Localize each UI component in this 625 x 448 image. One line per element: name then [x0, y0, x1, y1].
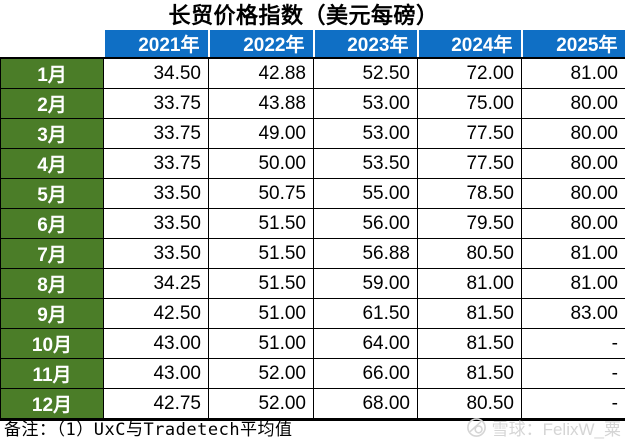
value-cell: 81.50: [417, 358, 522, 389]
table-row: 5月 33.50 50.75 55.00 78.50 80.00: [0, 178, 625, 209]
month-cell: 2月: [0, 88, 104, 119]
value-cell: 53.00: [313, 88, 418, 119]
value-cell: 68.00: [313, 388, 418, 421]
table-row: 3月 33.75 49.00 53.00 77.50 80.00: [0, 118, 625, 149]
month-cell: 4月: [0, 148, 104, 179]
value-cell: 79.50: [417, 208, 522, 239]
xueqiu-snowball-icon: [466, 417, 486, 437]
value-cell: -: [521, 358, 625, 389]
value-cell: 81.00: [417, 268, 522, 299]
table-row: 11月 43.00 52.00 66.00 81.50-: [0, 358, 625, 389]
month-cell: 10月: [0, 328, 104, 359]
value-cell: 51.00: [208, 328, 314, 359]
page-title: 长贸价格指数（美元每磅）: [168, 3, 439, 28]
value-cell: 51.50: [208, 238, 314, 269]
table-body: 1月 34.50 42.88 52.50 72.00 81.00 2月 33.75 43.88 5…: [0, 57, 625, 421]
footer: 备注：（1）UxC与Tradetech平均值 雪球：FelixW_粟: [0, 408, 625, 446]
value-cell: 77.50: [417, 118, 522, 149]
value-cell: 34.50: [103, 57, 209, 89]
value-cell: 80.00: [521, 208, 625, 239]
value-cell: 80.00: [521, 148, 625, 179]
value-cell: 50.00: [208, 148, 314, 179]
value-cell: 80.50: [417, 238, 522, 269]
value-cell: 61.50: [313, 298, 418, 329]
table-row: 1月 34.50 42.88 52.50 72.00 81.00: [0, 57, 625, 89]
value-cell: 42.88: [208, 57, 314, 89]
month-cell: 11月: [0, 358, 104, 389]
year-header-cell: 2024年: [416, 30, 522, 59]
table-row: 10月 43.00 51.00 64.00 81.50-: [0, 328, 625, 359]
value-cell: 43.88: [208, 88, 314, 119]
value-cell: 56.00: [313, 208, 418, 239]
value-cell: 80.00: [521, 118, 625, 149]
value-cell: 55.00: [313, 178, 418, 209]
value-cell: 64.00: [313, 328, 418, 359]
value-cell: -: [521, 388, 625, 421]
corner-cell: [0, 30, 104, 59]
month-cell: 5月: [0, 178, 104, 209]
value-cell: 83.00: [521, 298, 625, 329]
year-header-row: 2021年 2022年 2023年 2024年 2025年: [0, 30, 625, 59]
value-cell: 33.50: [103, 178, 209, 209]
value-cell: 81.50: [417, 328, 522, 359]
price-table: 2021年 2022年 2023年 2024年 2025年 1月 34.50 42.88 52…: [0, 30, 625, 421]
value-cell: 75.00: [417, 88, 522, 119]
table-row: 9月 42.50 51.00 61.50 81.50 83.00: [0, 298, 625, 329]
value-cell: 66.00: [313, 358, 418, 389]
value-cell: 33.75: [103, 148, 209, 179]
year-header-cell: 2021年: [102, 30, 209, 59]
month-cell: 12月: [0, 388, 104, 421]
year-header-cell: 2022年: [207, 30, 314, 59]
value-cell: 52.00: [208, 388, 314, 421]
value-cell: 51.00: [208, 298, 314, 329]
value-cell: 78.50: [417, 178, 522, 209]
table-row: 6月 33.50 51.50 56.00 79.50 80.00: [0, 208, 625, 239]
value-cell: 51.50: [208, 208, 314, 239]
value-cell: 52.50: [313, 57, 418, 89]
value-cell: 49.00: [208, 118, 314, 149]
table-row: 4月 33.75 50.00 53.50 77.50 80.00: [0, 148, 625, 179]
month-cell: 7月: [0, 238, 104, 269]
value-cell: 42.50: [103, 298, 209, 329]
value-cell: 72.00: [417, 57, 522, 89]
table-row: 2月 33.75 43.88 53.00 75.00 80.00: [0, 88, 625, 119]
value-cell: 52.00: [208, 358, 314, 389]
value-cell: 80.00: [521, 88, 625, 119]
year-header-cell: 2023年: [312, 30, 418, 59]
value-cell: 43.00: [103, 328, 209, 359]
value-cell: 80.50: [417, 388, 522, 421]
value-cell: 81.00: [521, 268, 625, 299]
table-row: 12月 42.75 52.00 68.00 80.50-: [0, 388, 625, 421]
value-cell: 81.50: [417, 298, 522, 329]
value-cell: 33.50: [103, 208, 209, 239]
table-row: 8月 34.25 51.50 59.00 81.00 81.00: [0, 268, 625, 299]
value-cell: 80.00: [521, 178, 625, 209]
value-cell: 33.50: [103, 238, 209, 269]
year-header-cell: 2025年: [520, 30, 625, 59]
footnote: 备注：（1）UxC与Tradetech平均值: [4, 419, 293, 440]
month-cell: 6月: [0, 208, 104, 239]
value-cell: 34.25: [103, 268, 209, 299]
month-cell: 3月: [0, 118, 104, 149]
value-cell: 53.50: [313, 148, 418, 179]
value-cell: 81.00: [521, 238, 625, 269]
value-cell: 81.00: [521, 57, 625, 89]
table-row: 7月 33.50 51.50 56.88 80.50 81.00: [0, 238, 625, 269]
value-cell: 59.00: [313, 268, 418, 299]
value-cell: 56.88: [313, 238, 418, 269]
value-cell: 33.75: [103, 118, 209, 149]
watermark: 雪球：FelixW_粟: [466, 415, 621, 440]
value-cell: 77.50: [417, 148, 522, 179]
month-cell: 8月: [0, 268, 104, 299]
month-cell: 1月: [0, 57, 104, 89]
watermark-text: 雪球：FelixW_粟: [491, 419, 621, 439]
value-cell: 33.75: [103, 88, 209, 119]
value-cell: 51.50: [208, 268, 314, 299]
value-cell: 43.00: [103, 358, 209, 389]
month-cell: 9月: [0, 298, 104, 329]
value-cell: 50.75: [208, 178, 314, 209]
value-cell: -: [521, 328, 625, 359]
value-cell: 53.00: [313, 118, 418, 149]
